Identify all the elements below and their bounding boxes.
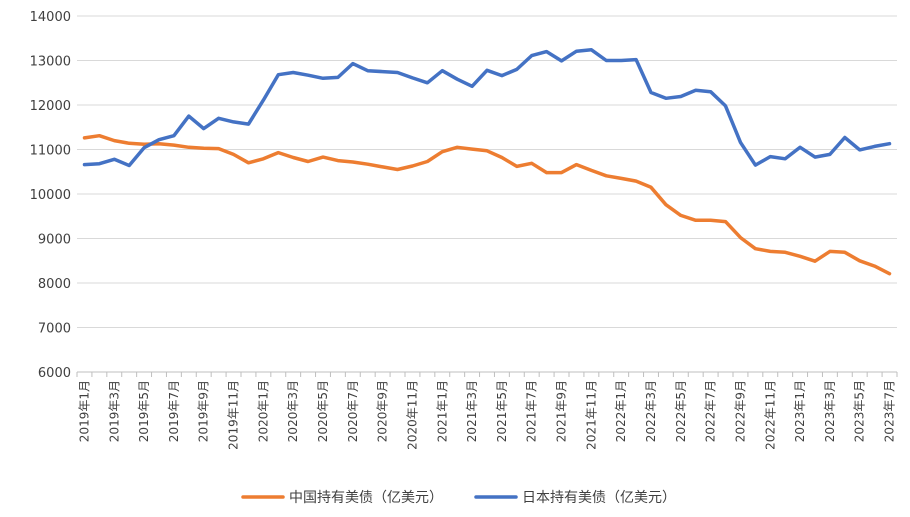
x-tick-label: 2021年5月	[495, 380, 509, 442]
x-tick-label: 2022年1月	[614, 380, 628, 442]
x-tick-label: 2020年7月	[346, 380, 360, 442]
series-line-2	[82, 48, 892, 168]
x-tick-label: 2021年3月	[465, 380, 479, 442]
x-tick-label: 2021年9月	[555, 380, 569, 442]
x-tick-label: 2019年9月	[197, 380, 211, 442]
y-tick-label: 7000	[38, 322, 71, 337]
x-tick-label: 2022年5月	[674, 380, 688, 442]
y-tick-label: 13000	[30, 55, 71, 70]
y-tick-label: 14000	[30, 10, 71, 25]
x-tick-label: 2019年5月	[137, 380, 151, 442]
x-tick-label: 2021年11月	[584, 380, 598, 450]
x-tick-label: 2019年1月	[77, 380, 91, 442]
x-tick-label: 2022年3月	[644, 380, 658, 442]
y-tick-label: 11000	[30, 144, 71, 159]
y-tick-label: 9000	[38, 233, 71, 248]
axes: 6000 7000 8000 9000 10000 11000 12000 13000 1400…	[30, 10, 898, 450]
legend: 中国持有美债（亿美元） 日本持有美债（亿美元）	[241, 490, 676, 506]
x-tick-label: 2020年11月	[405, 380, 419, 450]
x-tick-label: 2021年7月	[525, 380, 539, 442]
x-tick-label: 2023年7月	[883, 380, 897, 442]
x-tick-label: 2023年3月	[823, 380, 837, 442]
x-tick-label: 2021年1月	[435, 380, 449, 442]
x-tick-label: 2022年9月	[733, 380, 747, 442]
x-tick-label: 2022年7月	[704, 380, 718, 442]
legend-label: 日本持有美债（亿美元）	[522, 490, 676, 506]
x-tick-label: 2019年3月	[107, 380, 121, 442]
legend-item: 日本持有美债（亿美元）	[474, 490, 676, 506]
x-tick-label: 2022年11月	[763, 380, 777, 450]
y-tick-label: 12000	[30, 99, 71, 114]
legend-item: 中国持有美债（亿美元）	[241, 490, 443, 506]
y-tick-label: 8000	[38, 277, 71, 292]
y-tick-label: 10000	[30, 188, 71, 203]
x-tick-label: 2020年1月	[256, 380, 270, 442]
y-tick-label: 6000	[38, 366, 71, 381]
x-tick-label: 2019年7月	[167, 380, 181, 442]
x-tick-label: 2023年1月	[793, 380, 807, 442]
x-tick-label: 2023年5月	[853, 380, 867, 442]
x-tick-label: 2020年9月	[376, 380, 390, 442]
series-line-1	[82, 133, 892, 276]
x-tick-label: 2020年3月	[286, 380, 300, 442]
x-tick-label: 2019年11月	[227, 380, 241, 450]
gridlines	[77, 15, 897, 328]
x-tick-label: 2020年5月	[316, 380, 330, 442]
legend-label: 中国持有美债（亿美元）	[289, 490, 443, 506]
series-lines	[82, 48, 892, 276]
